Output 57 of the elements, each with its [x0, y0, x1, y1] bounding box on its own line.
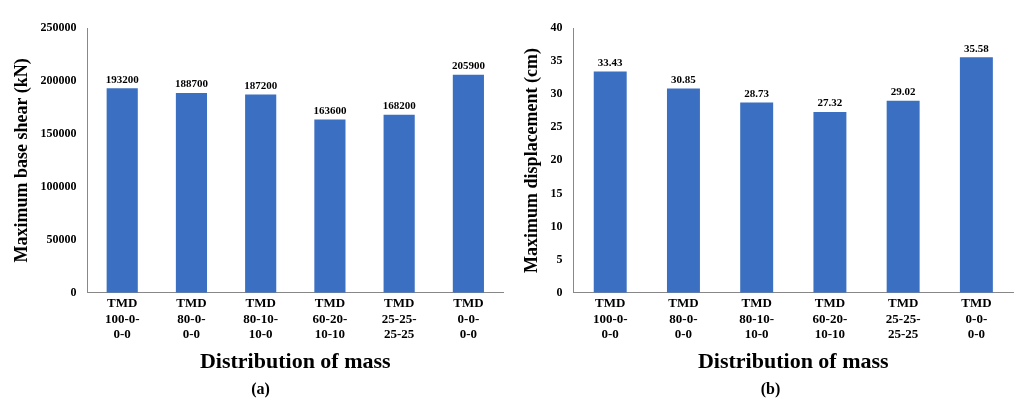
y-tick-label: 200000: [40, 73, 77, 88]
x-tick-label: TMD 80-10- 10-0: [243, 294, 279, 342]
x-tick-label: TMD 80-0- 0-0: [668, 294, 699, 342]
bar: [106, 88, 138, 293]
data-label: 168200: [382, 98, 417, 111]
data-label: 35.58: [964, 41, 990, 54]
bar: [959, 57, 993, 293]
x-tick-label: TMD 60-20- 10-10: [312, 294, 348, 342]
x-tick-label: TMD 100-0- 0-0: [104, 294, 140, 342]
x-axis-title: Distribution of mass: [697, 348, 890, 374]
y-axis-title: Maximum base shear (kN): [11, 58, 33, 263]
bar: [175, 92, 208, 293]
y-tick-label: 100000: [40, 178, 77, 193]
data-label: 163600: [313, 103, 347, 116]
bar: [740, 102, 774, 293]
y-tick-label: 25: [550, 119, 563, 134]
data-label: 28.73: [744, 86, 770, 99]
data-label: 188700: [174, 77, 209, 90]
data-label: 187200: [244, 78, 278, 91]
data-label: 27.32: [817, 96, 843, 109]
x-tick-label: TMD 0-0- 0-0: [961, 294, 992, 342]
x-tick-label: TMD 0-0- 0-0: [453, 294, 484, 342]
bar: [813, 111, 847, 293]
y-axis-title: Maximum displacement (cm): [521, 47, 543, 273]
y-tick-label: 0: [556, 284, 563, 299]
x-tick-label: TMD 80-0- 0-0: [176, 294, 207, 342]
y-tick-label: 20: [550, 152, 563, 167]
y-tick-label: 35: [550, 53, 563, 68]
x-tick-label: TMD 25-25- 25-25: [885, 294, 921, 342]
bar: [383, 114, 415, 293]
text: (b): [759, 380, 782, 398]
x-tick-label: TMD 60-20- 10-10: [812, 294, 848, 342]
y-tick-label: 40: [550, 20, 563, 35]
data-label: 33.43: [597, 55, 624, 68]
text: (a): [250, 380, 271, 398]
y-tick-label: 150000: [40, 126, 77, 141]
bar: [452, 74, 484, 293]
bar: [886, 100, 920, 293]
bar: [245, 94, 277, 293]
y-tick-label: 0: [70, 284, 77, 299]
y-tick-label: 250000: [40, 20, 77, 35]
data-label: 193200: [105, 72, 140, 85]
x-tick-label: TMD 80-10- 10-0: [739, 294, 775, 342]
x-axis-title: Distribution of mass: [199, 348, 392, 374]
data-label: 29.02: [890, 85, 917, 98]
y-tick-label: 30: [550, 86, 563, 101]
bar: [593, 71, 627, 293]
y-tick-label: 15: [550, 185, 563, 200]
y-tick-label: 10: [550, 218, 563, 233]
data-label: 30.85: [671, 72, 697, 85]
y-tick-label: 50000: [46, 231, 77, 246]
bar: [666, 88, 700, 293]
bar: [314, 119, 346, 293]
y-tick-label: 5: [556, 251, 563, 266]
x-tick-label: TMD 100-0- 0-0: [592, 294, 628, 342]
x-tick-label: TMD 25-25- 25-25: [381, 294, 417, 342]
data-label: 205900: [451, 59, 486, 72]
